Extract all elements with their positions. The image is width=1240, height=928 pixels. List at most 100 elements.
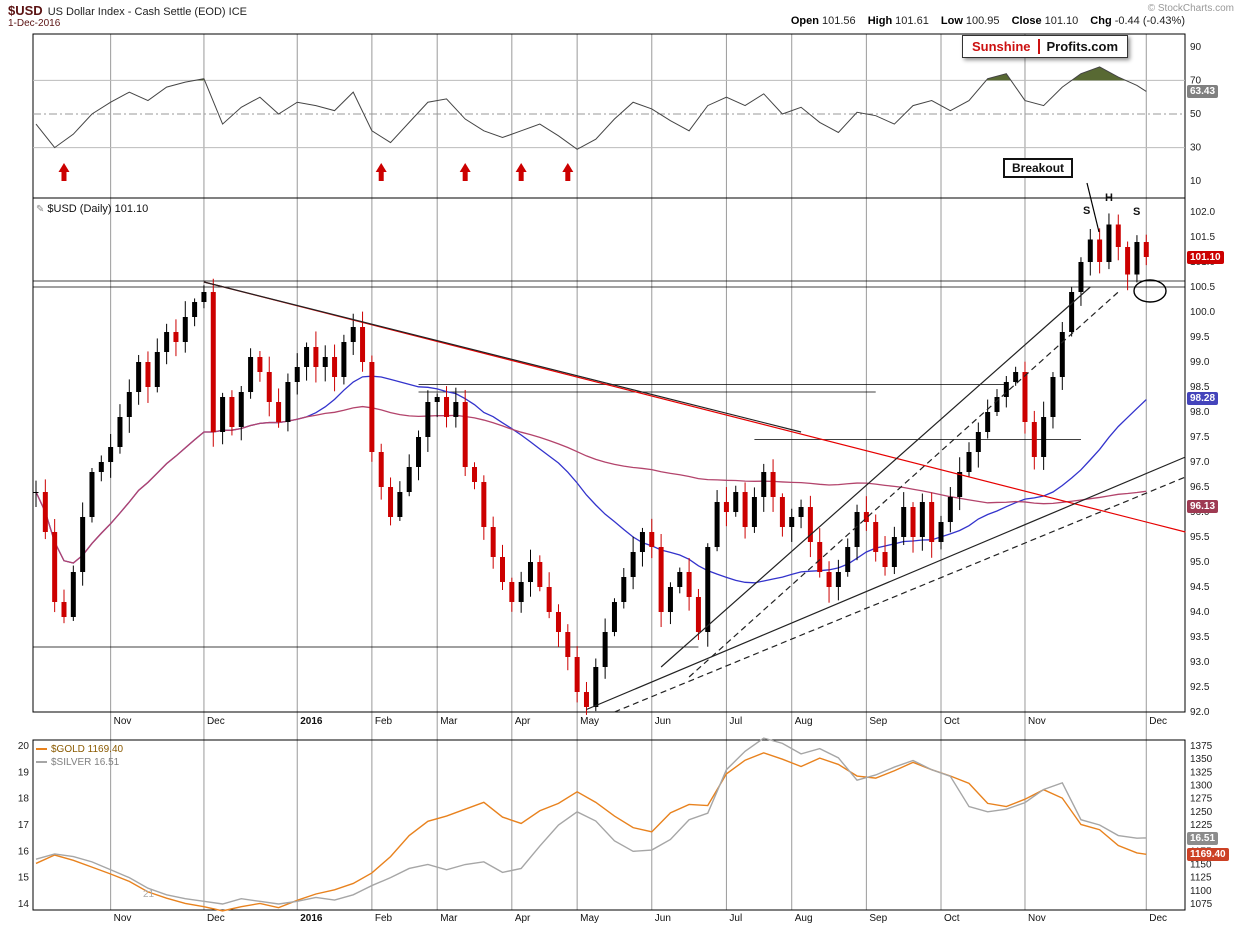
candle-body bbox=[863, 512, 869, 522]
month-label: May bbox=[580, 913, 599, 924]
month-label: Jun bbox=[655, 716, 671, 727]
price-tick-label: 93.5 bbox=[1190, 632, 1210, 643]
candle-body bbox=[145, 362, 151, 387]
candle-body bbox=[882, 552, 888, 567]
candle-body bbox=[835, 572, 841, 587]
candle-body bbox=[341, 342, 347, 377]
chg-value: -0.44 (-0.43%) bbox=[1114, 15, 1185, 27]
candle-body bbox=[574, 657, 580, 692]
shoulder-head-label: S bbox=[1133, 206, 1141, 218]
candle-body bbox=[294, 367, 300, 382]
price-tick-label: 97.5 bbox=[1190, 432, 1210, 443]
candle-body bbox=[1031, 422, 1037, 457]
gold-legend-row: $GOLD 1169.40 bbox=[36, 743, 123, 756]
month-label: Dec bbox=[1149, 913, 1167, 924]
candle-body bbox=[313, 347, 319, 367]
candle-body bbox=[602, 632, 608, 667]
indicator-tick-label: 50 bbox=[1190, 109, 1202, 120]
silver-legend-row: $SILVER 16.51 bbox=[36, 756, 123, 769]
candle-body bbox=[779, 497, 785, 527]
candle-body bbox=[1143, 242, 1149, 257]
candle-body bbox=[742, 492, 748, 527]
high-label: High bbox=[867, 15, 893, 27]
candle-body bbox=[360, 327, 366, 362]
gold-value-badge: 1169.40 bbox=[1187, 848, 1229, 861]
ma-slow-line bbox=[35, 405, 1147, 564]
silver-value-badge: 16.51 bbox=[1187, 832, 1219, 845]
candle-body bbox=[1022, 372, 1028, 422]
month-label: Jun bbox=[655, 913, 671, 924]
price-tick-label: 95.0 bbox=[1190, 557, 1210, 568]
candle-body bbox=[630, 552, 636, 577]
candle-body bbox=[1041, 417, 1047, 457]
month-label: Sep bbox=[869, 913, 887, 924]
candle-body bbox=[509, 582, 515, 602]
month-label: Mar bbox=[440, 716, 458, 727]
candle-body bbox=[481, 482, 487, 527]
candle-body bbox=[518, 582, 524, 602]
candle-body bbox=[677, 572, 683, 587]
candle-body bbox=[434, 397, 440, 402]
stray-label: 21 bbox=[143, 889, 155, 900]
candle-body bbox=[705, 547, 711, 632]
month-label: Feb bbox=[375, 913, 393, 924]
price-tick-label: 99.0 bbox=[1190, 357, 1210, 368]
candle-body bbox=[462, 402, 468, 467]
gold-tick-label: 1150 bbox=[1190, 860, 1212, 871]
candle-body bbox=[639, 532, 645, 552]
candle-body bbox=[164, 332, 170, 352]
open-value: 101.56 bbox=[822, 15, 856, 27]
price-tick-label: 102.0 bbox=[1190, 207, 1215, 218]
candle-body bbox=[695, 597, 701, 632]
candle-body bbox=[975, 432, 981, 452]
candle-body bbox=[425, 402, 431, 437]
candle-body bbox=[182, 317, 188, 342]
candle-body bbox=[154, 352, 160, 387]
month-label: Feb bbox=[375, 716, 393, 727]
month-label: Dec bbox=[207, 716, 225, 727]
price-tick-label: 98.0 bbox=[1190, 407, 1210, 418]
candle-body bbox=[947, 497, 953, 522]
silver-tick-label: 14 bbox=[18, 899, 30, 910]
candle-body bbox=[276, 402, 282, 422]
candle-body bbox=[444, 397, 450, 417]
candle-body bbox=[1003, 382, 1009, 397]
price-tick-label: 98.5 bbox=[1190, 382, 1210, 393]
silver-line bbox=[35, 737, 1147, 905]
candle-body bbox=[611, 602, 617, 632]
low-value: 100.95 bbox=[965, 15, 1000, 27]
gold-legend-label: $GOLD 1169.40 bbox=[51, 744, 124, 755]
sunshine-logo-part1: Sunshine bbox=[972, 39, 1040, 54]
metals-legend: $GOLD 1169.40 $SILVER 16.51 bbox=[36, 743, 123, 769]
chart-title: $USD US Dollar Index - Cash Settle (EOD) … bbox=[8, 2, 247, 20]
candle-body bbox=[1050, 377, 1056, 417]
trendline bbox=[203, 281, 802, 433]
price-tick-label: 94.0 bbox=[1190, 607, 1210, 618]
candle-body bbox=[873, 522, 879, 552]
candle-body bbox=[667, 587, 673, 612]
candle-body bbox=[1013, 372, 1019, 382]
chart-title-description: US Dollar Index - Cash Settle (EOD) ICE bbox=[47, 6, 247, 18]
candle-body bbox=[845, 547, 851, 572]
candle-body bbox=[555, 612, 561, 632]
month-label: Mar bbox=[440, 913, 458, 924]
trendline bbox=[660, 286, 1091, 668]
month-label: Nov bbox=[1028, 716, 1046, 727]
gold-tick-label: 1100 bbox=[1190, 886, 1212, 897]
candle-body bbox=[807, 507, 813, 542]
candle-body bbox=[61, 602, 67, 617]
candle-body bbox=[210, 292, 216, 432]
candle-body bbox=[714, 502, 720, 547]
candle-body bbox=[173, 332, 179, 342]
price-tick-label: 92.5 bbox=[1190, 682, 1210, 693]
chart-title-symbol: $USD bbox=[8, 3, 43, 18]
candle-body bbox=[126, 392, 132, 417]
candle-body bbox=[117, 417, 123, 447]
candle-body bbox=[266, 372, 272, 402]
candle-body bbox=[1106, 224, 1112, 262]
price-tick-label: 95.5 bbox=[1190, 532, 1210, 543]
gold-tick-label: 1225 bbox=[1190, 820, 1213, 831]
breakout-pointer-line bbox=[1086, 182, 1100, 233]
annotation-icon: ✎ bbox=[36, 204, 45, 215]
candle-body bbox=[1134, 242, 1140, 275]
